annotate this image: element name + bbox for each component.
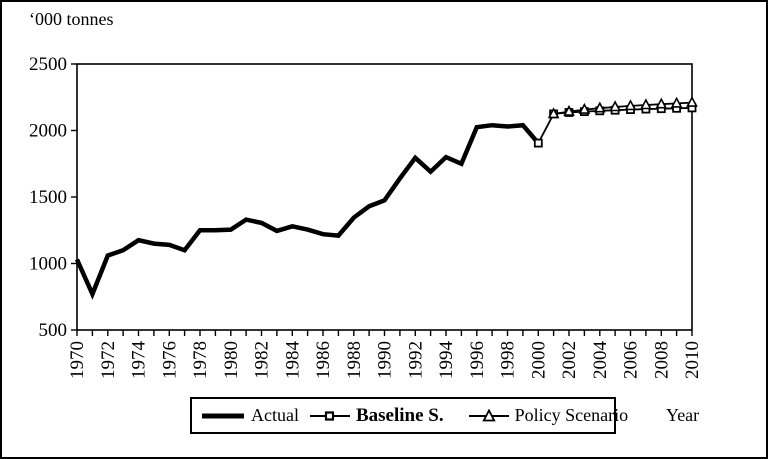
legend-item-policy: Policy Scenario — [468, 405, 629, 426]
x-tick-label: 1986 — [313, 341, 334, 379]
x-tick-label: 1992 — [405, 341, 426, 379]
x-axis-title: Year — [666, 405, 700, 425]
policy-marker-icon — [670, 96, 683, 108]
y-tick-label: 1500 — [29, 187, 67, 208]
x-tick-label: 1974 — [129, 341, 150, 380]
x-tick-label: 1984 — [282, 341, 303, 380]
y-tick-label: 500 — [39, 320, 68, 341]
baseline-marker-icon — [533, 138, 543, 148]
x-tick-label: 1994 — [436, 341, 457, 380]
y-axis-unit-label: ‘000 tonnes — [29, 9, 114, 29]
baseline-marker-sample-icon — [309, 410, 350, 421]
y-tick-label: 2500 — [29, 54, 67, 75]
x-tick-label: 1998 — [498, 341, 519, 379]
x-tick-label: 1988 — [344, 341, 365, 379]
series-line-0 — [74, 122, 541, 300]
policy-marker-icon — [686, 95, 698, 107]
x-tick-label: 1982 — [252, 341, 273, 379]
legend-item-actual: Actual — [201, 405, 299, 426]
x-tick-label: 2010 — [682, 341, 703, 379]
policy-marker-icon — [563, 104, 575, 116]
legend-label-policy: Policy Scenario — [514, 405, 629, 425]
x-tick-label: 2004 — [590, 341, 611, 380]
x-tick-label: 1978 — [190, 341, 211, 379]
legend: Actual Baseline S. Policy Scenario — [190, 397, 628, 434]
x-tick-label: 1972 — [98, 341, 119, 379]
x-tick-label: 1990 — [375, 341, 396, 379]
x-tick-label: 1970 — [67, 341, 88, 379]
policy-marker-icon — [578, 102, 591, 114]
policy-marker-icon — [547, 107, 560, 119]
actual-line-sample-icon — [202, 413, 244, 418]
legend-item-baseline: Baseline S. — [309, 404, 444, 427]
x-tick-label: 1980 — [221, 341, 242, 379]
x-tick-label: 2000 — [528, 341, 549, 379]
policy-marker-sample-icon — [468, 408, 509, 421]
legend-label-baseline: Baseline S. — [355, 404, 444, 426]
x-tick-label: 2002 — [559, 341, 580, 379]
legend-label-actual: Actual — [251, 405, 299, 425]
policy-marker-icon — [609, 100, 621, 112]
y-tick-label: 1000 — [29, 254, 67, 275]
policy-marker-icon — [624, 99, 637, 111]
x-tick-label: 2008 — [651, 341, 672, 379]
x-tick-label: 2006 — [621, 341, 642, 379]
y-tick-label: 2000 — [29, 121, 67, 142]
x-tick-label: 1996 — [467, 341, 488, 379]
series-line-2 — [553, 101, 693, 115]
policy-marker-icon — [593, 101, 606, 113]
policy-marker-icon — [655, 97, 668, 109]
policy-marker-icon — [640, 98, 652, 110]
x-tick-label: 1976 — [159, 341, 180, 379]
